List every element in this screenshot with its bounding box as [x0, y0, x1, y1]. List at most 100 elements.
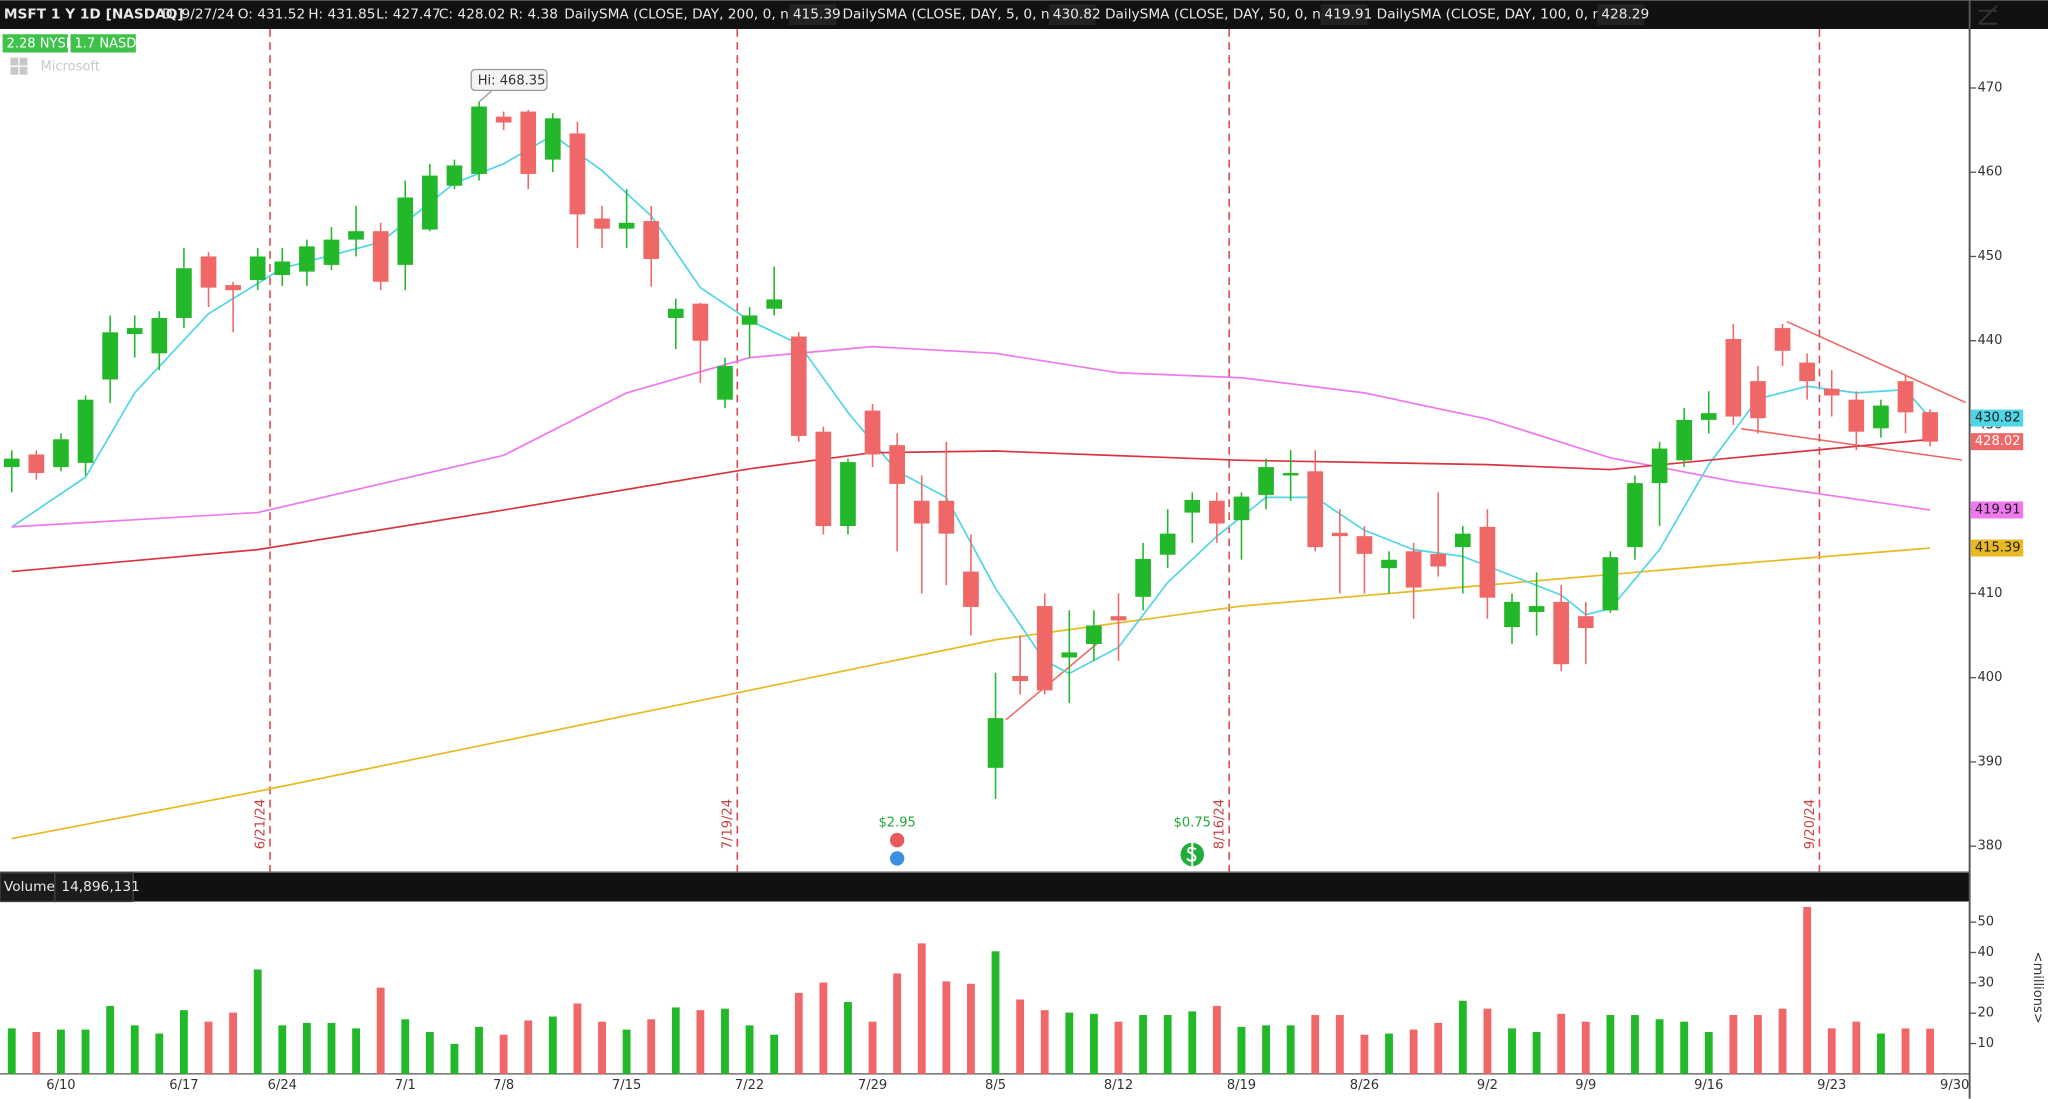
price-tag-label: 430.82 [1975, 411, 2021, 426]
volume-bar [819, 982, 828, 1074]
volume-bar [917, 943, 926, 1074]
candle-body [766, 299, 783, 309]
y-tick-label: 400 [1977, 670, 2002, 685]
volume-bar [81, 1029, 90, 1074]
candle-body [28, 454, 45, 473]
candle-body [126, 328, 143, 334]
candle-body [397, 197, 414, 265]
settings-icon[interactable] [1978, 4, 1998, 25]
legend-entry: DailySMA (CLOSE, DAY, 5, 0, no) [842, 7, 1063, 23]
sma-line [11, 345, 1931, 528]
volume-bar [967, 983, 975, 1074]
volume-bar [1877, 1033, 1885, 1074]
candle-body [1332, 532, 1348, 537]
y-tick-label: 410 [1977, 586, 2002, 601]
candle-body [1725, 339, 1742, 417]
x-tick-label: 6/24 [268, 1078, 297, 1093]
volume-bar [1114, 1021, 1123, 1074]
y-tick-label: 470 [1977, 80, 2002, 95]
candle-body [1577, 616, 1594, 628]
volume-bar [844, 1001, 852, 1074]
x-tick-label: 8/19 [1227, 1078, 1256, 1093]
candle-body [840, 462, 856, 527]
candle-body [544, 118, 561, 160]
volume-bar [1335, 1015, 1344, 1074]
volume-bar [499, 1034, 508, 1074]
candle-body [1873, 405, 1889, 429]
volume-bar [1754, 1015, 1762, 1074]
x-tick-label: 7/15 [612, 1078, 641, 1093]
volume-tick-label: 20 [1977, 1006, 1994, 1021]
candle-body [77, 399, 94, 463]
candle-body [594, 218, 610, 229]
candle-body [1750, 381, 1766, 419]
volume-bar [475, 1026, 483, 1074]
candle-body [1774, 328, 1791, 351]
legend-entry: DailySMA (CLOSE, DAY, 200, 0, no) [564, 7, 802, 23]
price-tag-label: 415.39 [1975, 541, 2021, 556]
x-tick-label: 7/29 [858, 1078, 887, 1093]
candle-body [1282, 472, 1299, 476]
volume-bar [7, 1028, 16, 1074]
volume-value: 14,896,131 [61, 879, 139, 895]
volume-bar [352, 1028, 360, 1074]
callout-line [478, 89, 493, 103]
volume-label-cell [0, 872, 56, 903]
volume-bar [302, 1022, 311, 1074]
candle-body [1700, 413, 1717, 420]
candle-body [987, 718, 1004, 768]
volume-bar [770, 1034, 779, 1074]
volume-axis-label: <millions> [2030, 952, 2045, 1024]
volume-bar [942, 981, 951, 1074]
volume-bar [1262, 1025, 1270, 1074]
candle-body [102, 332, 118, 380]
candle-body [299, 246, 315, 272]
x-tick-label: 7/8 [493, 1078, 514, 1093]
x-tick-label: 9/2 [1477, 1078, 1498, 1093]
volume-bar [696, 1010, 705, 1074]
candle-body [1184, 499, 1201, 513]
candle-body [1209, 500, 1225, 524]
nyse-badge [2, 34, 68, 53]
earnings-icon [889, 851, 905, 866]
volume-bar [1139, 1015, 1148, 1074]
x-tick-label: 7/22 [735, 1078, 764, 1093]
volume-bar [1926, 1028, 1935, 1074]
volume-bar [229, 1012, 238, 1074]
candle-body [1307, 471, 1324, 548]
volume-tick-label: 10 [1977, 1036, 1994, 1051]
candle-body [471, 106, 487, 174]
legend-entry: DailySMA (CLOSE, DAY, 100, 0, no) [1377, 7, 1615, 23]
nasd-badge [70, 34, 136, 53]
volume-bar [450, 1043, 459, 1074]
volume-bar [1212, 1005, 1221, 1074]
low-readout: L: 427.47 [376, 7, 441, 23]
volume-bar [253, 969, 262, 1074]
candle-body [249, 256, 266, 281]
legend-value-box [1597, 4, 1645, 26]
volume-bar [721, 1008, 729, 1074]
nyse-tick: 2.28 NYSE [7, 37, 74, 52]
volume-bar [1778, 1008, 1787, 1074]
x-tick-label: 9/30 [1940, 1078, 1969, 1093]
volume-bar [1458, 1000, 1467, 1074]
candle-body [618, 222, 635, 229]
candle-body [1528, 606, 1545, 612]
candle-body [1061, 652, 1078, 658]
candle-body [225, 285, 241, 291]
candle-body [1897, 381, 1914, 413]
volume-tick-label: 40 [1977, 945, 1994, 960]
volume-bar [1827, 1028, 1836, 1074]
legend-value-box [1320, 4, 1368, 26]
legend-entry: DailySMA (CLOSE, DAY, 50, 0, no) [1105, 7, 1335, 23]
candle-body [422, 175, 438, 230]
value: 468.35 [500, 73, 546, 88]
volume-bar [745, 1025, 754, 1074]
volume-bar [794, 992, 803, 1074]
symbol[interactable]: MSFT 1 Y 1D [NASDAQ] [4, 7, 184, 23]
volume-bar [1434, 1022, 1443, 1074]
volume-bar [327, 1022, 336, 1074]
trend-lines [1005, 320, 1967, 721]
volume-tick-label: 30 [1977, 975, 1994, 990]
x-tick-label: 9/23 [1817, 1078, 1846, 1093]
